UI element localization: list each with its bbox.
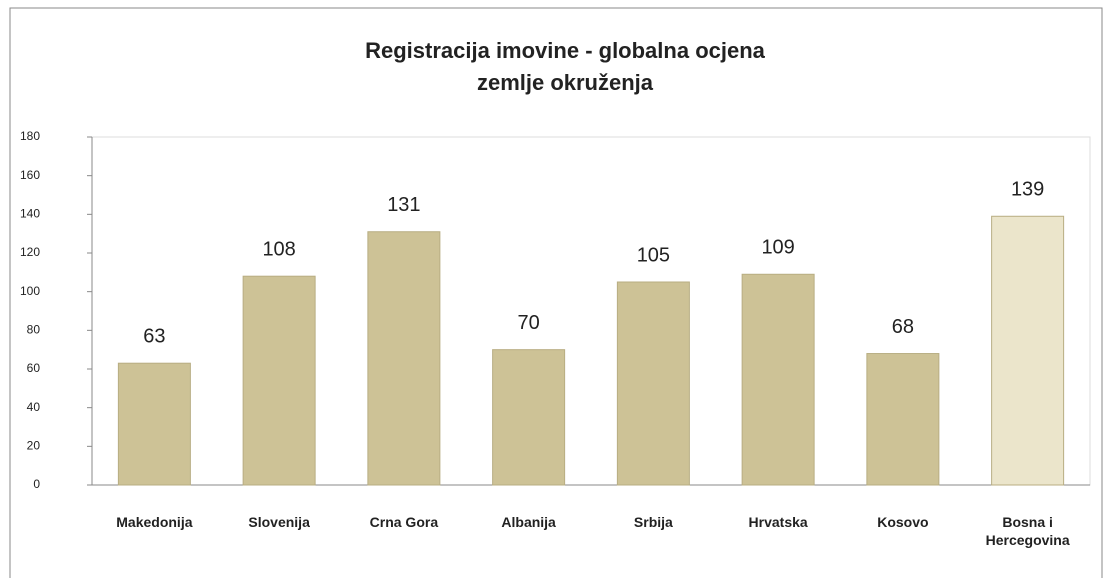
y-tick-label: 0	[33, 477, 40, 491]
y-tick-label: 60	[27, 361, 41, 375]
bar	[991, 215, 1065, 486]
data-label: 63	[143, 325, 165, 347]
y-tick-label: 120	[20, 245, 40, 259]
x-tick-label: Hrvatska	[748, 514, 808, 530]
data-label: 109	[761, 237, 794, 259]
data-label: 139	[1011, 179, 1044, 201]
x-tick-label: Srbija	[633, 514, 673, 530]
y-tick-label: 20	[27, 439, 41, 453]
y-tick-label: 100	[20, 284, 40, 298]
chart-title: zemlje okruženja	[477, 70, 654, 95]
x-tick-label: Albanija	[501, 514, 556, 530]
chart-title: Registracija imovine - globalna ocjena	[365, 38, 766, 63]
y-tick-label: 40	[27, 400, 41, 414]
y-tick-label: 180	[20, 129, 40, 143]
y-tick-label: 80	[27, 323, 41, 337]
x-tick-label: Crna Gora	[369, 514, 439, 530]
bar	[866, 353, 940, 486]
bar	[492, 349, 566, 486]
bar	[741, 273, 815, 486]
data-label: 70	[518, 312, 540, 334]
y-tick-label: 140	[20, 207, 40, 221]
bar	[616, 281, 690, 486]
bar	[117, 362, 191, 486]
bar	[242, 275, 316, 486]
x-tick-label: Bosna i Hercegovina	[985, 514, 1070, 548]
data-label: 108	[262, 238, 295, 260]
data-label: 68	[892, 316, 914, 338]
data-label: 131	[387, 194, 420, 216]
x-tick-label: Kosovo	[877, 514, 929, 530]
x-tick-label: Slovenija	[248, 514, 310, 530]
x-tick-label: Makedonija	[116, 514, 193, 530]
data-label: 105	[637, 244, 670, 266]
bar	[367, 231, 441, 486]
y-tick-label: 160	[20, 168, 40, 182]
